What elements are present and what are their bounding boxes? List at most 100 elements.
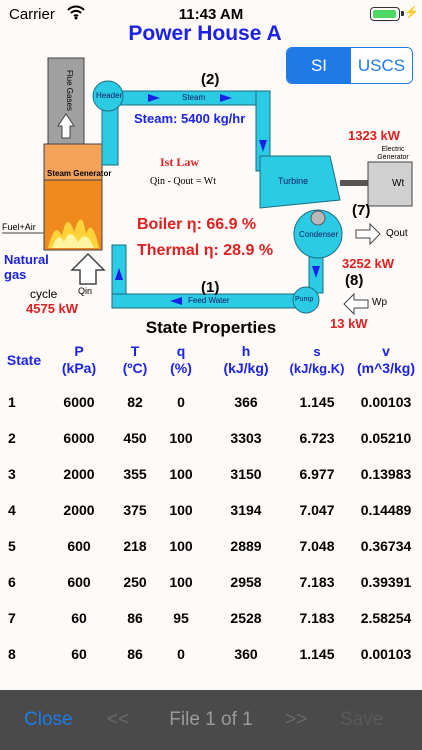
cell-enthalpy: 2958 [230, 574, 262, 590]
steam-flow-value: Steam: 5400 kg/hr [134, 111, 246, 126]
state-properties-title: State Properties [145, 318, 277, 337]
power-plant-diagram: Flue Gases Header Steam (2) Steam: 5400 … [0, 50, 422, 331]
col-header-s: s (kJ/kg.K) [289, 344, 345, 376]
file-indicator: File 1 of 1 [169, 709, 253, 730]
turbine-label: Turbine [278, 176, 309, 186]
wp-label: Wp [372, 297, 387, 308]
cell-state: 3 [8, 466, 16, 482]
steam-pipe-label: Steam [182, 93, 206, 102]
uscs-unit-button[interactable]: USCS [351, 48, 412, 83]
col-header-h: h (kJ/kg) [223, 343, 269, 376]
cell-enthalpy: 3194 [230, 502, 262, 518]
natural-gas-label: Natural gas [4, 252, 49, 282]
cell-state: 7 [8, 610, 16, 626]
cell-volume: 0.13983 [360, 466, 412, 482]
cell-enthalpy: 366 [234, 394, 258, 410]
electric-generator-label: Electric Generator [377, 146, 409, 161]
cell-entropy: 7.048 [299, 538, 335, 554]
cell-quality: 0 [177, 394, 185, 410]
cell-pressure: 60 [71, 646, 87, 662]
cell-state: 2 [8, 430, 16, 446]
wp-power-value: 13 kW [330, 316, 368, 331]
state-8-label: (8) [345, 272, 364, 289]
flue-gases-label: Flue Gases [65, 70, 74, 111]
cell-temperature: 82 [127, 394, 143, 410]
cell-volume: 0.00103 [360, 646, 412, 662]
cell-enthalpy: 3150 [230, 466, 262, 482]
fuel-air-label: Fuel+Air [2, 222, 36, 232]
cell-quality: 100 [169, 430, 193, 446]
condenser-label: Condenser [299, 230, 339, 239]
table-row: 7 60 86 95 2528 7.183 2.58254 [0, 610, 422, 630]
table-row: 8 60 86 0 360 1.145 0.00103 [0, 646, 422, 666]
feed-water-label: Feed Water [188, 296, 230, 305]
cell-temperature: 355 [123, 466, 147, 482]
header-label: Header [96, 91, 123, 100]
cell-entropy: 6.977 [299, 466, 335, 482]
next-file-button[interactable]: >> [285, 709, 308, 730]
turbine-work-label: Wt [392, 178, 405, 189]
bottom-toolbar: Close << File 1 of 1 >> Save [0, 690, 422, 750]
steam-generator-label: Steam Generator [47, 169, 112, 178]
previous-file-button[interactable]: << [107, 709, 130, 730]
boiler-efficiency-value: Boiler η: 66.9 % [137, 216, 257, 233]
thermal-efficiency-value: Thermal η: 28.9 % [137, 242, 274, 259]
cell-temperature: 86 [127, 646, 143, 662]
cell-volume: 0.05210 [360, 430, 412, 446]
cell-quality: 0 [177, 646, 185, 662]
page-title: Power House A [128, 22, 282, 45]
cell-state: 5 [8, 538, 16, 554]
cell-state: 1 [8, 394, 16, 410]
cell-entropy: 7.183 [299, 610, 335, 626]
cell-quality: 100 [169, 574, 193, 590]
cell-quality: 100 [169, 502, 193, 518]
cell-temperature: 250 [123, 574, 147, 590]
cell-quality: 100 [169, 466, 193, 482]
qin-power-value: 4575 kW [26, 301, 79, 316]
battery-icon [370, 7, 404, 21]
cell-pressure: 2000 [63, 466, 95, 482]
cell-entropy: 7.047 [299, 502, 335, 518]
clock: 11:43 AM [178, 6, 244, 23]
state-1-label: (1) [201, 279, 220, 296]
cycle-label: cycle [30, 287, 58, 301]
cell-temperature: 450 [123, 430, 147, 446]
cell-entropy: 6.723 [299, 430, 335, 446]
state-7-label: (7) [352, 202, 371, 219]
qin-label: Qin [78, 286, 93, 296]
plant-schematic [2, 57, 413, 316]
cell-quality: 100 [169, 538, 193, 554]
col-header-q: q (%) [170, 343, 192, 376]
close-button[interactable]: Close [24, 709, 73, 730]
si-unit-button[interactable]: SI [287, 48, 351, 83]
unit-selector: SI USCS [286, 47, 413, 84]
cell-state: 8 [8, 646, 16, 662]
col-header-v: v (m^3/kg) [357, 343, 415, 376]
cell-volume: 2.58254 [360, 610, 412, 626]
table-row: 5 600 218 100 2889 7.048 0.36734 [0, 538, 422, 558]
cell-volume: 0.36734 [360, 538, 412, 554]
cell-quality: 95 [173, 610, 189, 626]
table-row: 4 2000 375 100 3194 7.047 0.14489 [0, 502, 422, 522]
cell-entropy: 7.183 [299, 574, 335, 590]
carrier-label: Carrier [9, 6, 55, 23]
cell-pressure: 60 [71, 610, 87, 626]
cell-enthalpy: 2889 [230, 538, 262, 554]
cell-enthalpy: 360 [234, 646, 258, 662]
save-button[interactable]: Save [340, 709, 384, 730]
table-row: 6 600 250 100 2958 7.183 0.39391 [0, 574, 422, 594]
cell-state: 4 [8, 502, 16, 518]
cell-volume: 0.39391 [360, 574, 412, 590]
qout-power-value: 3252 kW [342, 256, 395, 271]
cell-pressure: 2000 [63, 502, 95, 518]
electric-power-value: 1323 kW [348, 128, 401, 143]
wifi-icon [67, 5, 85, 20]
cell-volume: 0.14489 [360, 502, 412, 518]
col-header-state: State [6, 352, 42, 368]
qout-label: Qout [386, 228, 408, 239]
pump-label: Pump [295, 296, 314, 303]
charging-icon: ⚡ [404, 5, 419, 19]
col-header-p: P (kPa) [61, 343, 97, 376]
table-header: State P (kPa) T (ºC) q (%) h (kJ/kg) s (kJ/kg… [0, 341, 422, 379]
